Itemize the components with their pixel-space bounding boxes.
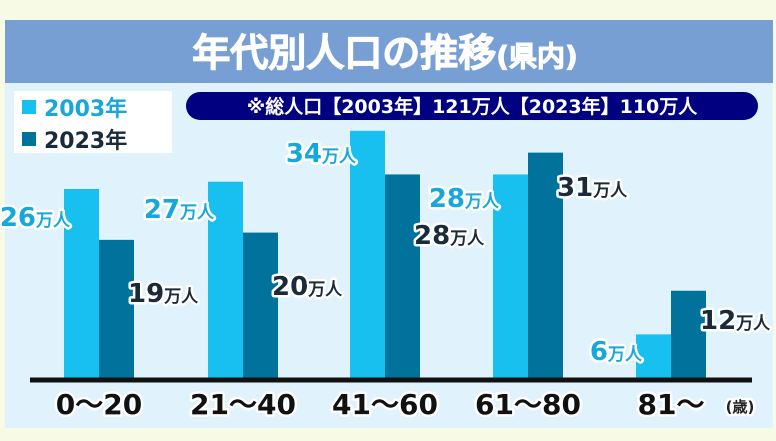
bar-2023 [528, 152, 563, 378]
legend-swatch-2023 [22, 132, 36, 146]
bar-2003 [350, 130, 385, 378]
bar-2023 [671, 290, 706, 378]
legend-label-2003: 2003年 [44, 96, 127, 122]
data-label: 31万人 [557, 173, 628, 203]
x-tick-label: 41～60 [332, 388, 438, 421]
legend-swatch-2003 [22, 100, 36, 114]
bar-2023 [99, 239, 134, 378]
x-tick-label: 21～40 [190, 388, 296, 421]
chart-title: 年代別人口の推移(県内) [192, 31, 578, 75]
note-banner [186, 92, 758, 120]
bar-2003 [636, 334, 671, 378]
x-tick-label: 81～ [638, 388, 705, 421]
bar-2003 [493, 174, 528, 378]
x-tick-label: 0～20 [56, 388, 142, 421]
total-population-note: ※総人口【2003年】121万人【2023年】110万人 [247, 95, 699, 118]
x-axis-unit: (歳) [726, 398, 755, 416]
legend-label-2023: 2023年 [44, 128, 127, 154]
x-tick-label: 61～80 [475, 388, 581, 421]
bar-2023 [385, 174, 420, 378]
data-label: 20万人 [272, 272, 343, 302]
legend-box [14, 91, 172, 153]
bar-2023 [243, 232, 278, 378]
bar-2003 [208, 181, 243, 378]
title-band [5, 20, 773, 83]
bar-2003 [64, 188, 99, 378]
